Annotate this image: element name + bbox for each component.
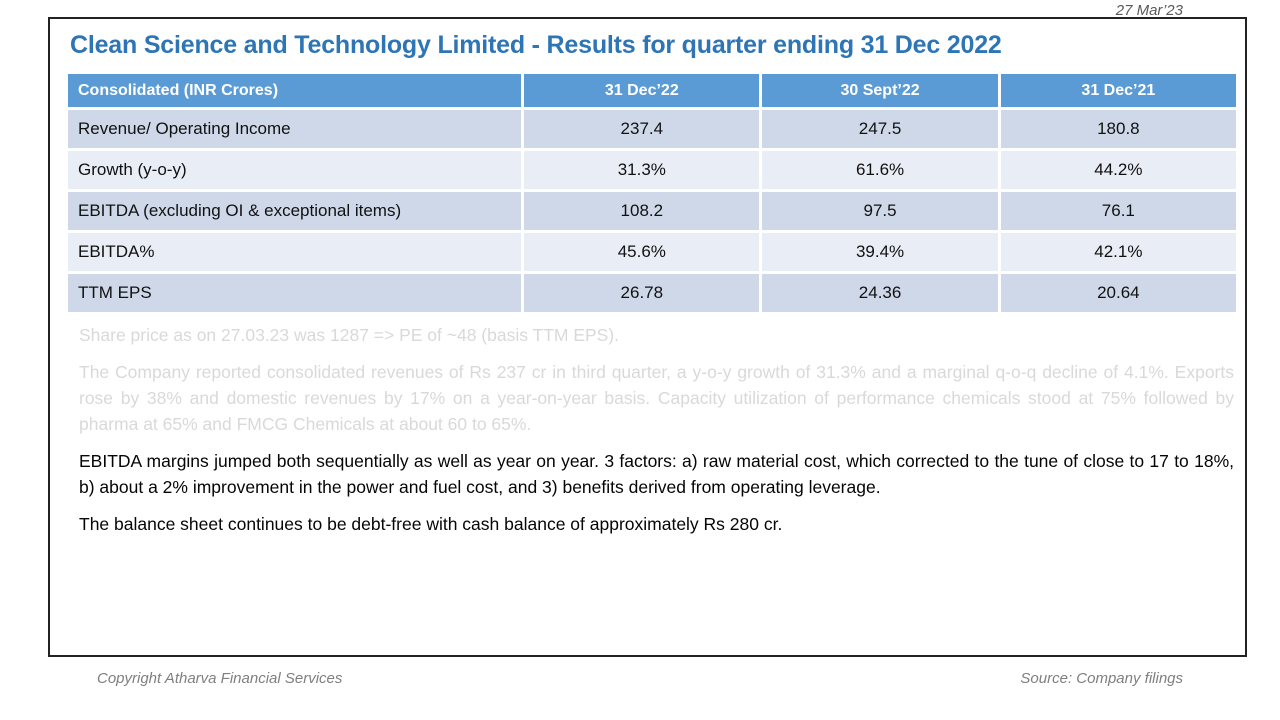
- value-cell: 76.1: [1000, 192, 1236, 230]
- note-revenue-commentary: The Company reported consolidated revenu…: [79, 362, 1234, 434]
- value-cell: 108.2: [524, 192, 760, 230]
- value-cell: 237.4: [524, 110, 760, 148]
- table-header-consolidated: Consolidated (INR Crores): [68, 74, 522, 107]
- value-cell: 39.4%: [762, 233, 998, 271]
- value-cell: 45.6%: [524, 233, 760, 271]
- row-label: EBITDA (excluding OI & exceptional items…: [68, 192, 522, 230]
- table-row-growth: Growth (y-o-y) 31.3% 61.6% 44.2%: [68, 151, 1236, 189]
- table-header-row: Consolidated (INR Crores) 31 Dec’22 30 S…: [68, 74, 1236, 107]
- row-label: EBITDA%: [68, 233, 522, 271]
- footer-source: Source: Company filings: [1020, 670, 1183, 687]
- row-label: Revenue/ Operating Income: [68, 110, 522, 148]
- row-label: Growth (y-o-y): [68, 151, 522, 189]
- table-row-ebitda-pct: EBITDA% 45.6% 39.4% 42.1%: [68, 233, 1236, 271]
- table-row-ttm-eps: TTM EPS 26.78 24.36 20.64: [68, 274, 1236, 312]
- row-label: TTM EPS: [68, 274, 522, 312]
- value-cell: 61.6%: [762, 151, 998, 189]
- value-cell: 97.5: [762, 192, 998, 230]
- table-header-dec21: 31 Dec’21: [1000, 74, 1236, 107]
- slide-title: Clean Science and Technology Limited - R…: [70, 31, 1002, 59]
- results-table: Consolidated (INR Crores) 31 Dec’22 30 S…: [65, 71, 1239, 315]
- value-cell: 31.3%: [524, 151, 760, 189]
- value-cell: 24.36: [762, 274, 998, 312]
- footer-copyright: Copyright Atharva Financial Services: [97, 670, 343, 687]
- value-cell: 247.5: [762, 110, 998, 148]
- slide-frame: Clean Science and Technology Limited - R…: [48, 17, 1247, 657]
- note-balance-sheet: The balance sheet continues to be debt-f…: [79, 514, 783, 534]
- note-ebitda-commentary: EBITDA margins jumped both sequentially …: [79, 451, 1234, 497]
- table-header-sept22: 30 Sept’22: [762, 74, 998, 107]
- table-header-dec22: 31 Dec’22: [524, 74, 760, 107]
- value-cell: 180.8: [1000, 110, 1236, 148]
- table-row-ebitda: EBITDA (excluding OI & exceptional items…: [68, 192, 1236, 230]
- value-cell: 42.1%: [1000, 233, 1236, 271]
- value-cell: 26.78: [524, 274, 760, 312]
- table-row-revenue: Revenue/ Operating Income 237.4 247.5 18…: [68, 110, 1236, 148]
- slide-date: 27 Mar’23: [1115, 2, 1183, 19]
- note-share-price: Share price as on 27.03.23 was 1287 => P…: [79, 325, 620, 345]
- value-cell: 44.2%: [1000, 151, 1236, 189]
- notes-section: Share price as on 27.03.23 was 1287 => P…: [79, 322, 1234, 548]
- value-cell: 20.64: [1000, 274, 1236, 312]
